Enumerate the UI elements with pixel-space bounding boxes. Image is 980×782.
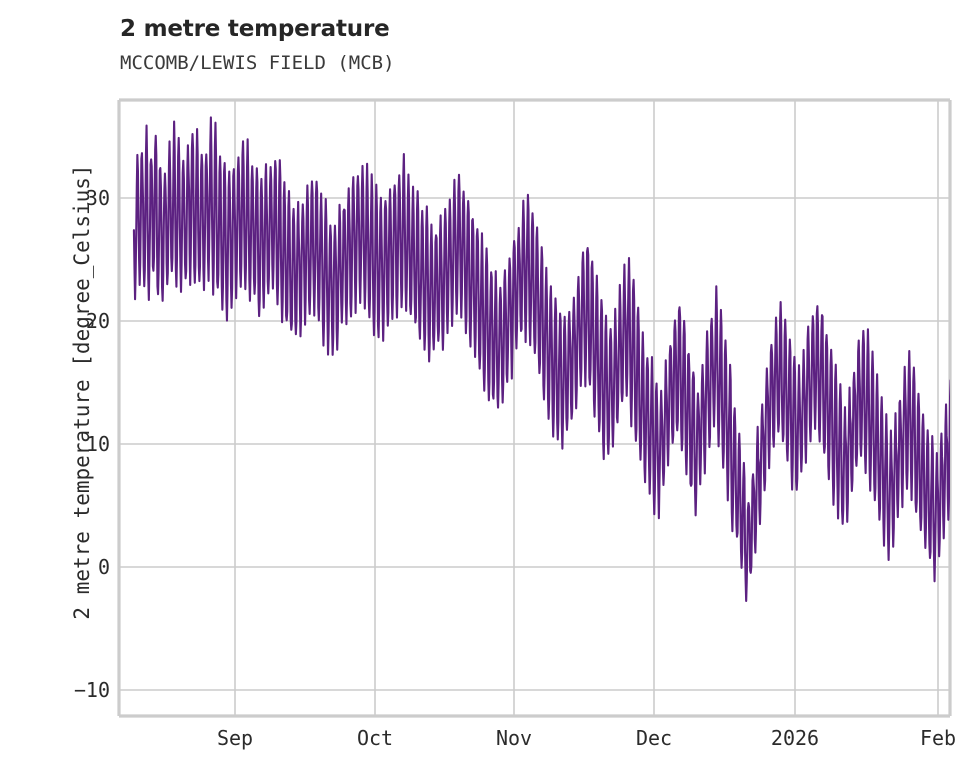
chart-subtitle: MCCOMB/LEWIS FIELD (MCB) <box>120 52 395 74</box>
y-tick-label: 0 <box>97 555 110 579</box>
page-title: 2 metre temperature <box>120 16 390 42</box>
x-tick-label: Dec <box>635 726 673 750</box>
x-tick-label: Nov <box>495 726 533 750</box>
y-tick-label: −10 <box>73 678 110 702</box>
x-tick-label: 2026 <box>770 726 820 750</box>
x-tick-label: Feb <box>919 726 957 750</box>
x-tick-label: Oct <box>356 726 394 750</box>
temperature-series <box>132 116 950 603</box>
y-tick-label: 20 <box>85 309 110 333</box>
y-tick-label: 30 <box>85 186 110 210</box>
x-tick-label: Sep <box>216 726 254 750</box>
temperature-line <box>132 116 950 603</box>
y-tick-label: 10 <box>85 432 110 456</box>
y-axis-ticks: 30 20 10 0 −10 <box>46 0 110 782</box>
